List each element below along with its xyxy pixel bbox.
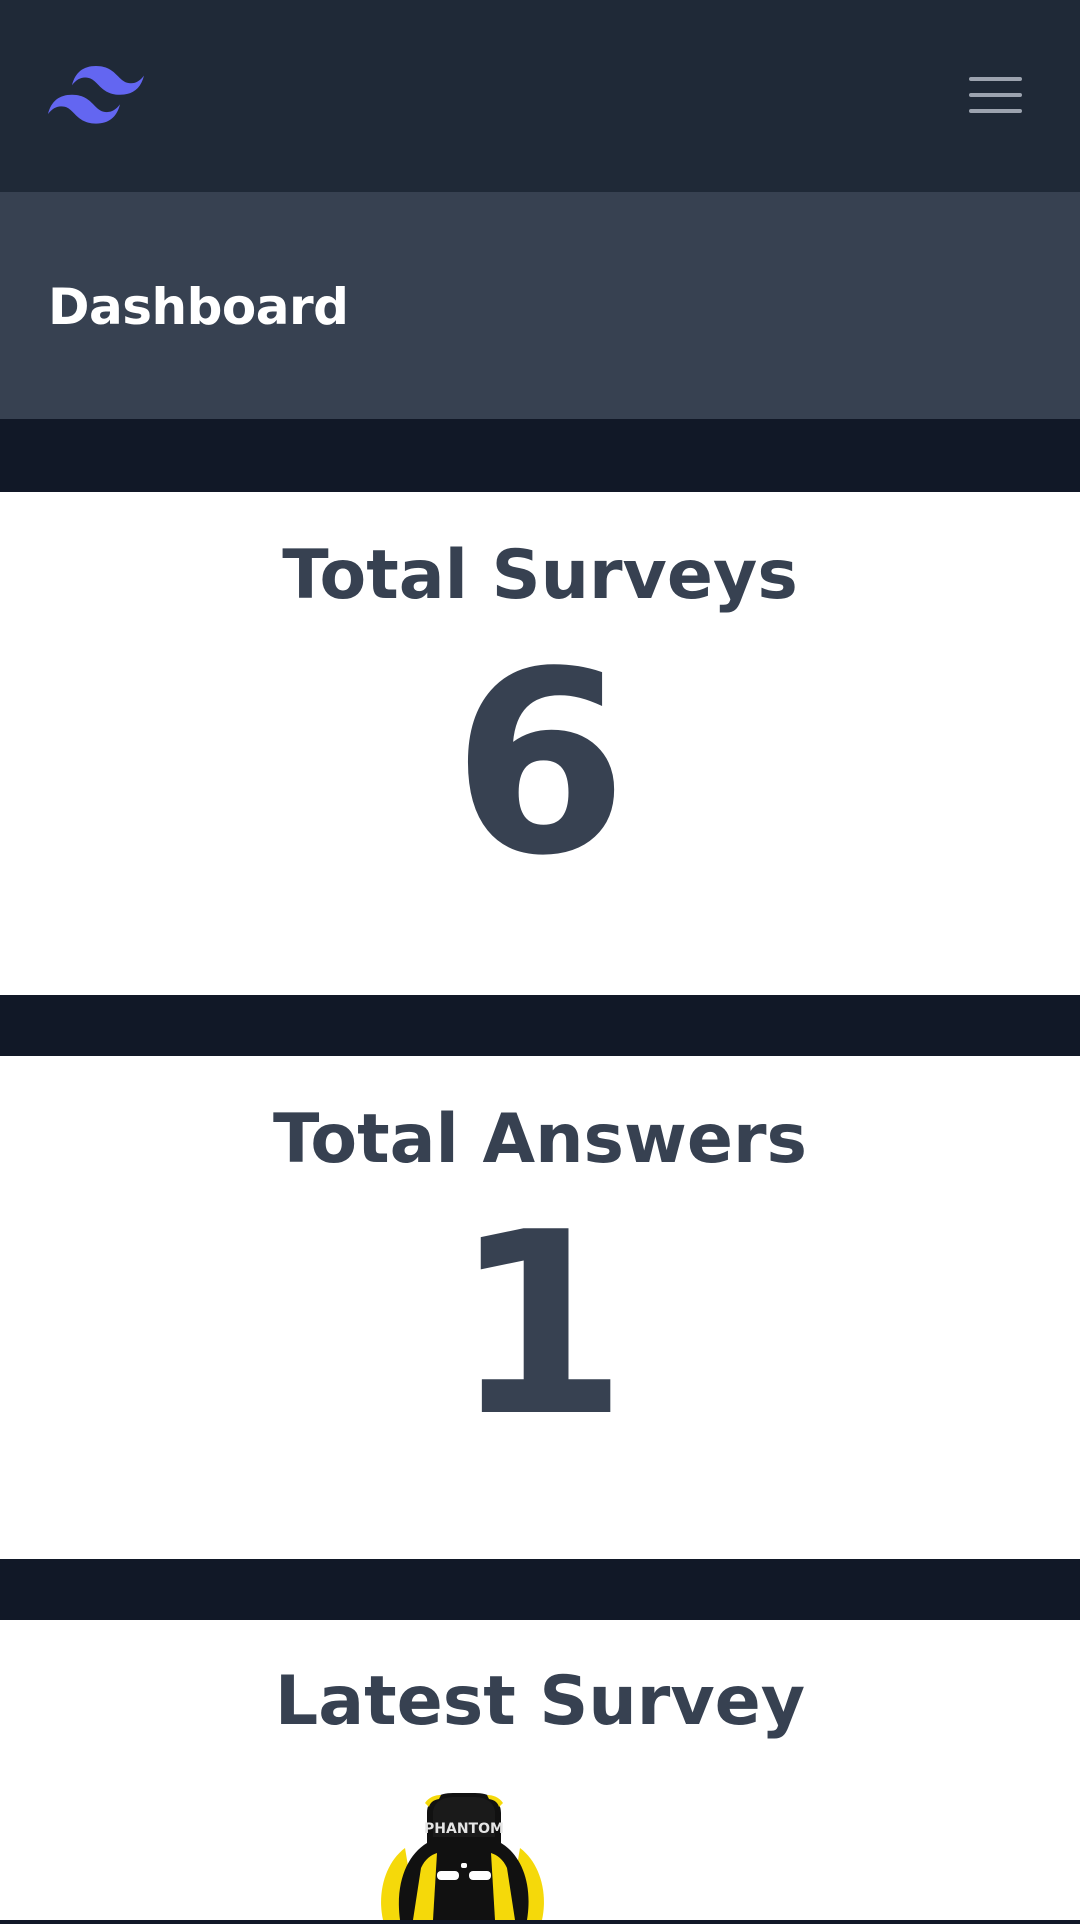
menu-bar <box>969 77 1022 81</box>
menu-bar <box>969 93 1022 97</box>
tailwind-logo-icon[interactable] <box>48 66 144 126</box>
top-navbar <box>0 0 1080 192</box>
hamburger-menu-icon[interactable] <box>960 70 1030 120</box>
menu-bar <box>969 109 1022 113</box>
total-answers-label: Total Answers <box>273 1100 807 1179</box>
page-title: Dashboard <box>48 278 349 336</box>
total-answers-value: 1 <box>452 1179 628 1472</box>
page-header <box>0 192 1080 419</box>
total-surveys-value: 6 <box>452 618 628 911</box>
total-surveys-card: Total Surveys 6 <box>0 492 1080 995</box>
total-answers-card: Total Answers 1 <box>0 1056 1080 1559</box>
svg-text:PHANTOM: PHANTOM <box>424 1821 504 1837</box>
latest-survey-label: Latest Survey <box>274 1662 806 1741</box>
total-surveys-label: Total Surveys <box>282 536 798 615</box>
latest-survey-card: Latest Survey <box>0 1620 1080 1920</box>
gaming-chair-image[interactable]: PHANTOM <box>355 1793 570 1920</box>
